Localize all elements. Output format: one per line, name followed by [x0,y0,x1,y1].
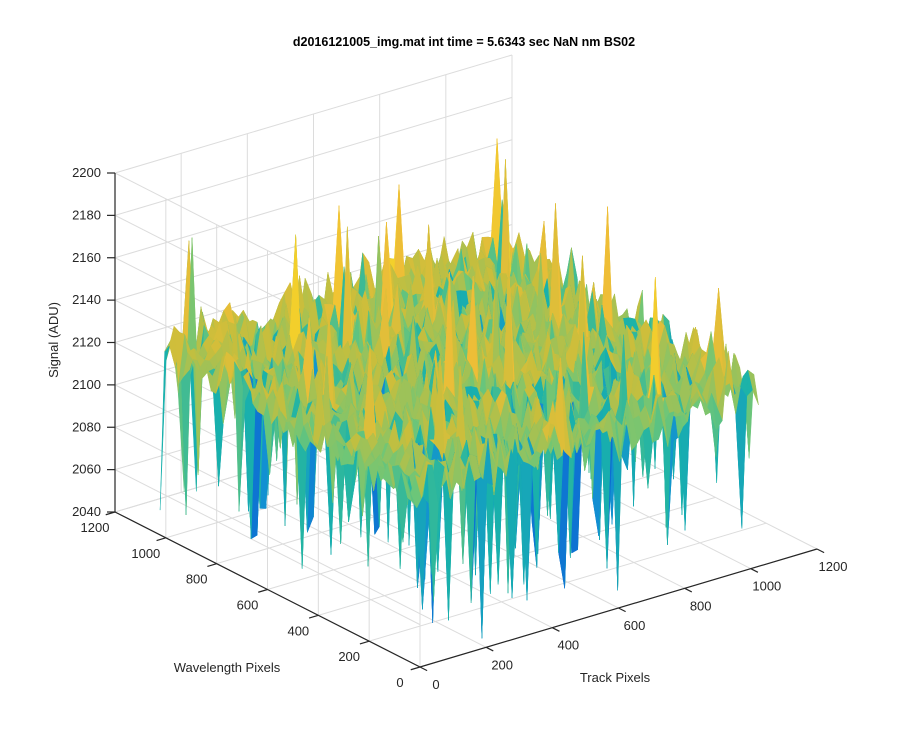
y-tick-mark [156,537,167,542]
x-tick-label: 1200 [819,559,848,574]
grid-line [114,224,513,343]
chart-title: d2016121005_img.mat int time = 5.6343 se… [293,35,635,49]
z-tick-label: 2120 [72,335,101,350]
y-tick-label: 400 [287,623,309,638]
x-tick-mark [485,646,494,652]
x-tick-label: 400 [557,638,579,653]
x-tick-label: 800 [690,598,712,613]
x-tick-mark [419,666,428,672]
x-tick-mark [552,627,560,632]
y-tick-label: 1000 [131,546,160,561]
z-tick-label: 2160 [72,250,101,265]
grid-line [114,96,513,216]
x-tick-label: 600 [624,618,646,633]
x-tick-mark [750,568,759,573]
grid-line [114,181,513,301]
z-tick-label: 2080 [72,419,101,434]
z-axis-label: Signal (ADU) [46,302,61,378]
y-tick-label: 600 [237,598,259,613]
y-tick-mark [359,640,370,645]
grid-line [114,469,421,626]
x-axis-label: Track Pixels [580,670,651,685]
tick-labels: 0 200 400 600 800 1000 1200 0 200 400 600 800 1000 12… [72,165,847,692]
x-tick-label: 1000 [752,579,781,594]
surface-patch [475,456,487,639]
axes [105,172,825,672]
grid-line [114,139,513,259]
grid-line [114,426,421,583]
y-axis-label: Wavelength Pixels [174,660,281,675]
surface-patch [415,460,427,498]
y-tick-mark [258,588,268,593]
x-tick-mark [816,548,825,554]
y-tick-mark [410,666,421,671]
y-tick-label: 1200 [81,520,110,535]
z-tick-label: 2100 [72,377,101,392]
grid-line [114,54,513,174]
y-tick-label: 800 [186,572,208,587]
surface-patch [735,386,747,529]
y-tick-label: 0 [396,675,403,690]
z-tick-label: 2040 [72,504,101,519]
x-tick-label: 200 [491,657,513,672]
grid-line [369,522,767,642]
y-tick-mark [207,563,217,567]
x-tick-label: 0 [432,677,439,692]
grid-line [318,496,716,616]
x-tick-mark [618,607,626,613]
y-tick-mark [308,614,319,619]
z-tick-label: 2200 [72,165,101,180]
z-tick-label: 2180 [72,207,101,222]
surface-mesh [159,138,759,639]
z-tick-label: 2060 [72,462,101,477]
z-tick-label: 2140 [72,292,101,307]
y-tick-label: 200 [338,649,360,664]
x-tick-mark [684,587,693,593]
